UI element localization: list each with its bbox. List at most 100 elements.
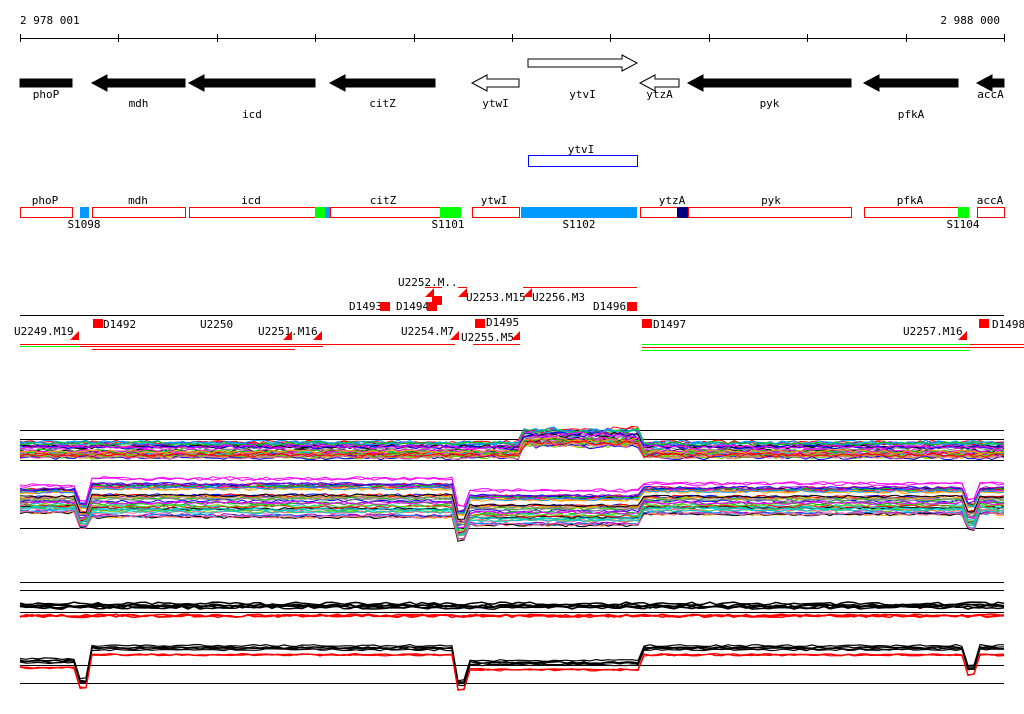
gene-arrow-ytwI[interactable] [470, 74, 520, 92]
expression-trace [19, 506, 1005, 536]
segment-label: icd [241, 194, 261, 207]
gene-arrow-citZ[interactable] [328, 74, 436, 92]
expression-trace [19, 497, 1005, 526]
segment-box [977, 207, 1005, 218]
transcript-label: U2250 [200, 318, 233, 331]
transcript-end-marker [458, 288, 467, 297]
gene-arrow-pfkA[interactable] [862, 74, 959, 92]
expression-trace [19, 502, 1005, 531]
expression-trace [19, 493, 1005, 520]
gene-arrow-icd[interactable] [187, 74, 316, 92]
expression-trace [19, 482, 1005, 513]
expression-trace [19, 431, 1005, 450]
expression-trace [19, 648, 1005, 687]
gene-arrow-mdh[interactable] [90, 74, 186, 92]
segment-box [20, 207, 73, 218]
gene-label: ytzA [646, 88, 673, 101]
transcript-block [979, 319, 989, 328]
transcript-block [642, 319, 652, 328]
segment-label: pfkA [897, 194, 924, 207]
gene-arrow-ytzA[interactable] [638, 74, 680, 92]
transcript-label: D1495 [486, 316, 519, 329]
transcript-end-marker [70, 331, 79, 340]
expression-trace [19, 486, 1005, 514]
transcript-block [380, 302, 390, 311]
transcript-end-marker [313, 331, 322, 340]
site-label: S1104 [946, 218, 979, 231]
site-label: S1101 [431, 218, 464, 231]
feature-label: ytvI [568, 143, 595, 156]
transcript-label: U2254.M7 [401, 325, 454, 338]
transcript-label: U2251.M16 [258, 325, 318, 338]
segment-box [189, 207, 316, 218]
transcript-block [475, 319, 485, 328]
transcript-block [93, 319, 103, 328]
transcript-label: D1494 [396, 300, 429, 313]
segment-label: accA [977, 194, 1004, 207]
gene-arrow-accA[interactable] [975, 74, 1005, 92]
site-box [325, 207, 330, 218]
gene-arrow-pyk[interactable] [686, 74, 852, 92]
transcript-label: D1493 [349, 300, 382, 313]
feature-track: ytvI [528, 143, 638, 167]
expression-trace [19, 613, 1005, 618]
expression-trace [19, 427, 1005, 446]
segment-box [92, 207, 186, 218]
expression-trace [19, 500, 1005, 529]
expression-trace [19, 441, 1005, 460]
expression-trace [19, 645, 1005, 683]
gene-arrow-ytvI[interactable] [527, 54, 639, 72]
ruler-start-label: 2 978 001 [20, 14, 80, 27]
expression-trace [19, 653, 1005, 692]
transcript-label: D1496 [593, 300, 626, 313]
expression-trace [19, 430, 1005, 450]
transcript-end-marker [425, 288, 434, 297]
expression-trace [19, 510, 1005, 540]
transcript-block [427, 302, 437, 311]
gene-arrow-phoP[interactable] [19, 78, 73, 88]
segment-track: phoP mdh icd citZ ytwI ytzA pyk pfkA acc… [20, 194, 1005, 231]
transcript-track: D1493 D1494 U2252.M.. U2253.M15 U2256.M3… [14, 276, 1024, 351]
transcript-block [432, 296, 442, 305]
expression-trace [19, 437, 1005, 456]
gene-label: icd [242, 108, 262, 121]
transcript-label: D1497 [653, 318, 686, 331]
segment-box [330, 207, 441, 218]
transcript-block [627, 302, 637, 311]
transcript-end-marker [523, 288, 532, 297]
site-label: S1102 [562, 218, 595, 231]
site-box [958, 207, 969, 218]
site-box [677, 207, 688, 218]
transcript-label: D1498 [992, 318, 1024, 331]
expression-trace [19, 643, 1005, 682]
transcript-label: U2252.M.. [398, 276, 458, 289]
expression-trace [19, 653, 1005, 691]
site-box [315, 207, 325, 218]
site-box [80, 207, 89, 218]
site-box [440, 207, 461, 218]
transcript-label: U2249.M19 [14, 325, 74, 338]
ruler-end-label: 2 988 000 [940, 14, 1000, 27]
expression-trace [19, 505, 1005, 535]
gene-track: phoP mdh icd citZ ytwI ytvI ytzA pyk pfkA accA [19, 54, 1005, 121]
position-ruler: 2 978 001 2 988 000 [20, 14, 1005, 42]
transcript-label: U2257.M16 [903, 325, 963, 338]
transcript-end-marker [958, 331, 967, 340]
transcript-end-marker [511, 331, 520, 340]
gene-label: pfkA [898, 108, 925, 121]
expression-trace [19, 503, 1005, 534]
ytvI-feature-box[interactable] [528, 155, 638, 167]
segment-box [864, 207, 959, 218]
expression-trace [19, 652, 1005, 691]
expression-trace [19, 476, 1005, 507]
summary-expression-track [19, 582, 1005, 692]
expression-trace [19, 603, 1005, 608]
expression-trace [19, 484, 1005, 514]
gene-label: ytvI [569, 88, 596, 101]
transcript-label: U2255.M5 [461, 331, 514, 344]
segment-label: citZ [370, 194, 397, 207]
segment-label: mdh [128, 194, 148, 207]
site-box [521, 207, 637, 218]
segment-box [688, 207, 852, 218]
